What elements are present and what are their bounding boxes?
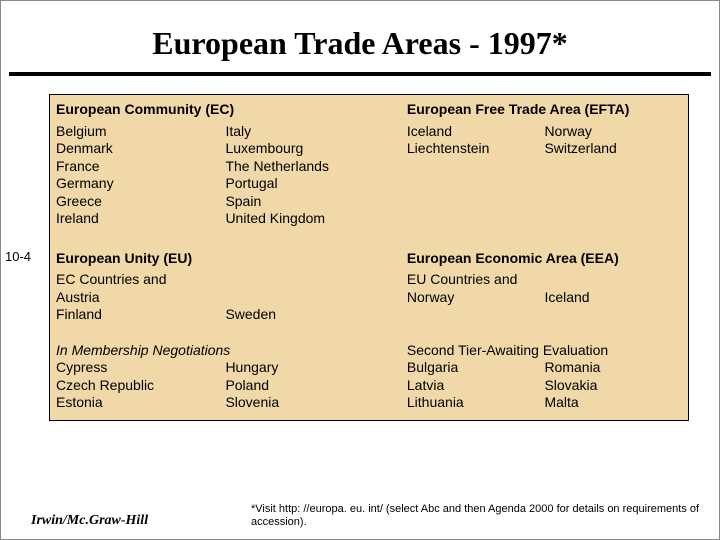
country: Greece [56, 193, 225, 211]
country: Denmark [56, 140, 225, 158]
country: Poland [225, 377, 394, 395]
country: Slovenia [225, 394, 394, 412]
country: Malta [544, 394, 682, 412]
second-tier-header: Second Tier-Awaiting Evaluation [407, 342, 682, 360]
country: Italy [225, 123, 394, 141]
country: Spain [225, 193, 394, 211]
country: Norway [544, 123, 682, 141]
country: France [56, 158, 225, 176]
country: Austria [56, 289, 225, 307]
eu-col2: Sweden [225, 289, 394, 324]
page-number: 10-4 [5, 249, 31, 264]
country: Bulgaria [407, 359, 545, 377]
country: Norway [407, 289, 545, 307]
footnote: *Visit http: //europa. eu. int/ (select … [251, 503, 709, 529]
country: Cypress [56, 359, 225, 377]
publisher-credit: Irwin/Mc.Graw-Hill [31, 513, 251, 529]
country: Belgium [56, 123, 225, 141]
country: Slovakia [544, 377, 682, 395]
ec-col2: Italy Luxembourg The Netherlands Portuga… [225, 123, 394, 228]
country: Luxembourg [225, 140, 394, 158]
country: Latvia [407, 377, 545, 395]
eu-header: European Unity (EU) [50, 244, 401, 270]
st-col2: Romania Slovakia Malta [544, 359, 682, 412]
ec-col1: Belgium Denmark France Germany Greece Ir… [56, 123, 225, 228]
country: Iceland [544, 289, 682, 307]
eea-col2: Iceland [544, 289, 682, 307]
country: Ireland [56, 210, 225, 228]
country: Romania [544, 359, 682, 377]
ec-header: European Community (EC) [50, 95, 401, 121]
eea-line1: EU Countries and [407, 271, 682, 289]
country: Portugal [225, 175, 394, 193]
st-col1: Bulgaria Latvia Lithuania [407, 359, 545, 412]
country: Liechtenstein [407, 140, 545, 158]
neg-col1: Cypress Czech Republic Estonia [56, 359, 225, 412]
efta-col2: Norway Switzerland [544, 123, 682, 158]
trade-areas-table: European Community (EC) European Free Tr… [49, 94, 689, 421]
efta-col1: Iceland Liechtenstein [407, 123, 545, 158]
eea-col1: Norway [407, 289, 545, 307]
country: Germany [56, 175, 225, 193]
efta-header: European Free Trade Area (EFTA) [401, 95, 688, 121]
country: Finland [56, 306, 225, 324]
country: Lithuania [407, 394, 545, 412]
country: Sweden [225, 306, 394, 324]
country: United Kingdom [225, 210, 394, 228]
neg-col2: Hungary Poland Slovenia [225, 359, 394, 412]
country: Czech Republic [56, 377, 225, 395]
negotiations-header: In Membership Negotiations [56, 342, 395, 360]
country: Switzerland [544, 140, 682, 158]
eu-col1: Austria Finland [56, 289, 225, 324]
eu-line1: EC Countries and [56, 271, 395, 289]
country: The Netherlands [225, 158, 394, 176]
country: Estonia [56, 394, 225, 412]
country: Hungary [225, 359, 394, 377]
eea-header: European Economic Area (EEA) [401, 244, 688, 270]
country: Iceland [407, 123, 545, 141]
slide-title: European Trade Areas - 1997* [9, 1, 711, 76]
